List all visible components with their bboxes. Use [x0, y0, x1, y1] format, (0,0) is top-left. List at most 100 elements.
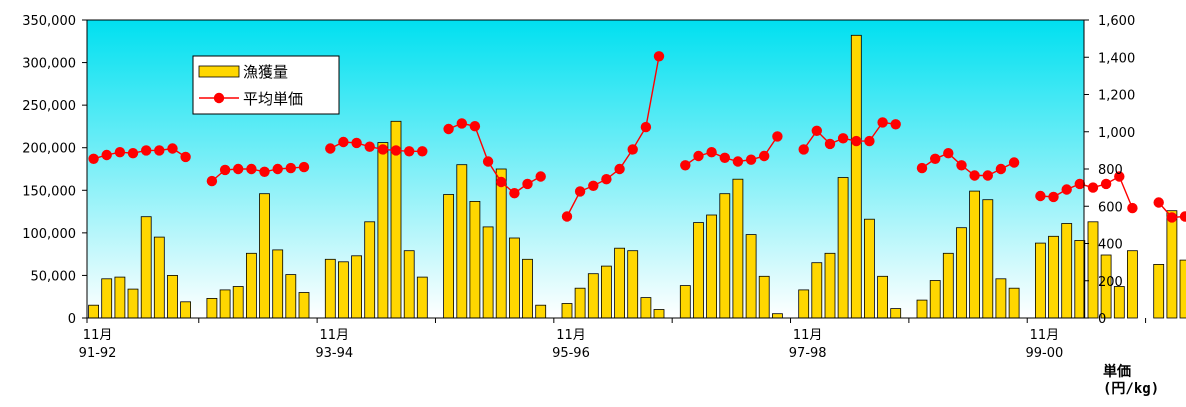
bar: [127, 288, 139, 319]
bar: [732, 178, 744, 319]
price-point: [969, 170, 980, 181]
bar: [403, 250, 415, 319]
price-point: [614, 163, 625, 175]
price-point: [982, 170, 993, 181]
price-point: [864, 135, 875, 147]
bar: [969, 190, 980, 319]
bar: [508, 237, 520, 319]
bar: [1035, 242, 1046, 319]
x-axis-season-label: 99-00: [1025, 346, 1063, 361]
price-point: [1061, 184, 1072, 195]
bar: [864, 218, 875, 319]
price-point: [1114, 171, 1125, 182]
right-axis-tick-label: 800: [1098, 163, 1123, 178]
bar: [877, 275, 888, 319]
bar: [679, 285, 691, 319]
bar: [101, 278, 113, 319]
bar: [416, 276, 428, 319]
bar: [745, 234, 757, 319]
bar: [956, 227, 967, 319]
price-point: [88, 153, 99, 164]
bar: [1127, 250, 1138, 319]
x-axis-month-label: 11月: [320, 328, 350, 343]
x-axis-season-label: 95-96: [552, 346, 590, 361]
bar: [482, 226, 494, 319]
bar: [929, 280, 941, 319]
price-point: [837, 133, 849, 144]
bar: [364, 221, 376, 319]
x-axis-season-label: 97-98: [789, 346, 827, 361]
price-point: [640, 121, 652, 133]
left-axis-tick-label: 350,000: [22, 14, 76, 29]
price-point: [535, 171, 546, 182]
price-point: [1179, 211, 1186, 222]
bar: [1061, 223, 1073, 319]
price-point: [496, 176, 507, 188]
bar: [1153, 263, 1165, 319]
legend-bar-swatch: [198, 65, 240, 78]
price-point: [456, 118, 467, 129]
bar: [535, 304, 547, 319]
bar: [456, 164, 468, 319]
price-point: [298, 161, 310, 173]
bar: [719, 193, 731, 319]
price-point: [1035, 190, 1046, 202]
bar: [180, 301, 192, 319]
bar: [1166, 210, 1178, 319]
bar: [561, 303, 573, 319]
bar: [88, 304, 99, 319]
price-point: [798, 144, 809, 155]
bar: [495, 168, 507, 319]
bar: [627, 250, 639, 319]
bar: [850, 34, 862, 319]
price-point: [325, 143, 336, 154]
price-point: [890, 119, 901, 130]
bar: [443, 194, 455, 319]
price-point: [759, 150, 770, 162]
right-axis-tick-label: 200: [1098, 275, 1123, 290]
legend-bar-label: 漁獲量: [243, 63, 288, 81]
price-point: [404, 146, 415, 157]
price-point: [1087, 182, 1099, 193]
price-point: [522, 178, 533, 190]
price-point: [824, 138, 836, 150]
price-point: [916, 162, 928, 174]
x-axis-month-label: 11月: [556, 328, 586, 343]
price-point: [1008, 157, 1020, 168]
price-point: [272, 163, 283, 175]
bar: [614, 247, 625, 319]
bar: [153, 236, 165, 319]
price-point: [653, 51, 665, 62]
price-point: [601, 174, 612, 185]
price-point: [745, 154, 757, 165]
bar: [469, 200, 481, 319]
price-point: [417, 146, 428, 157]
price-point: [693, 150, 704, 162]
bar: [890, 308, 902, 319]
price-point: [443, 123, 454, 135]
bar: [837, 177, 849, 319]
bar: [811, 262, 823, 319]
bar: [1074, 240, 1086, 319]
bar: [377, 142, 389, 319]
left-axis-tick-label: 300,000: [22, 57, 76, 72]
bar: [1008, 287, 1020, 319]
bar: [798, 289, 810, 319]
price-point: [219, 164, 231, 176]
price-point: [101, 149, 112, 161]
price-point: [141, 145, 152, 156]
price-point: [469, 121, 481, 132]
bar: [351, 255, 363, 319]
price-point: [851, 135, 862, 147]
price-point: [732, 156, 744, 167]
legend-line-label: 平均単価: [243, 90, 303, 108]
price-point: [1166, 212, 1178, 223]
price-point: [114, 147, 126, 158]
price-point: [930, 153, 941, 164]
bar: [653, 309, 665, 319]
bar: [1048, 235, 1059, 319]
bar: [245, 252, 257, 319]
x-axis-month-label: 11月: [83, 328, 113, 343]
